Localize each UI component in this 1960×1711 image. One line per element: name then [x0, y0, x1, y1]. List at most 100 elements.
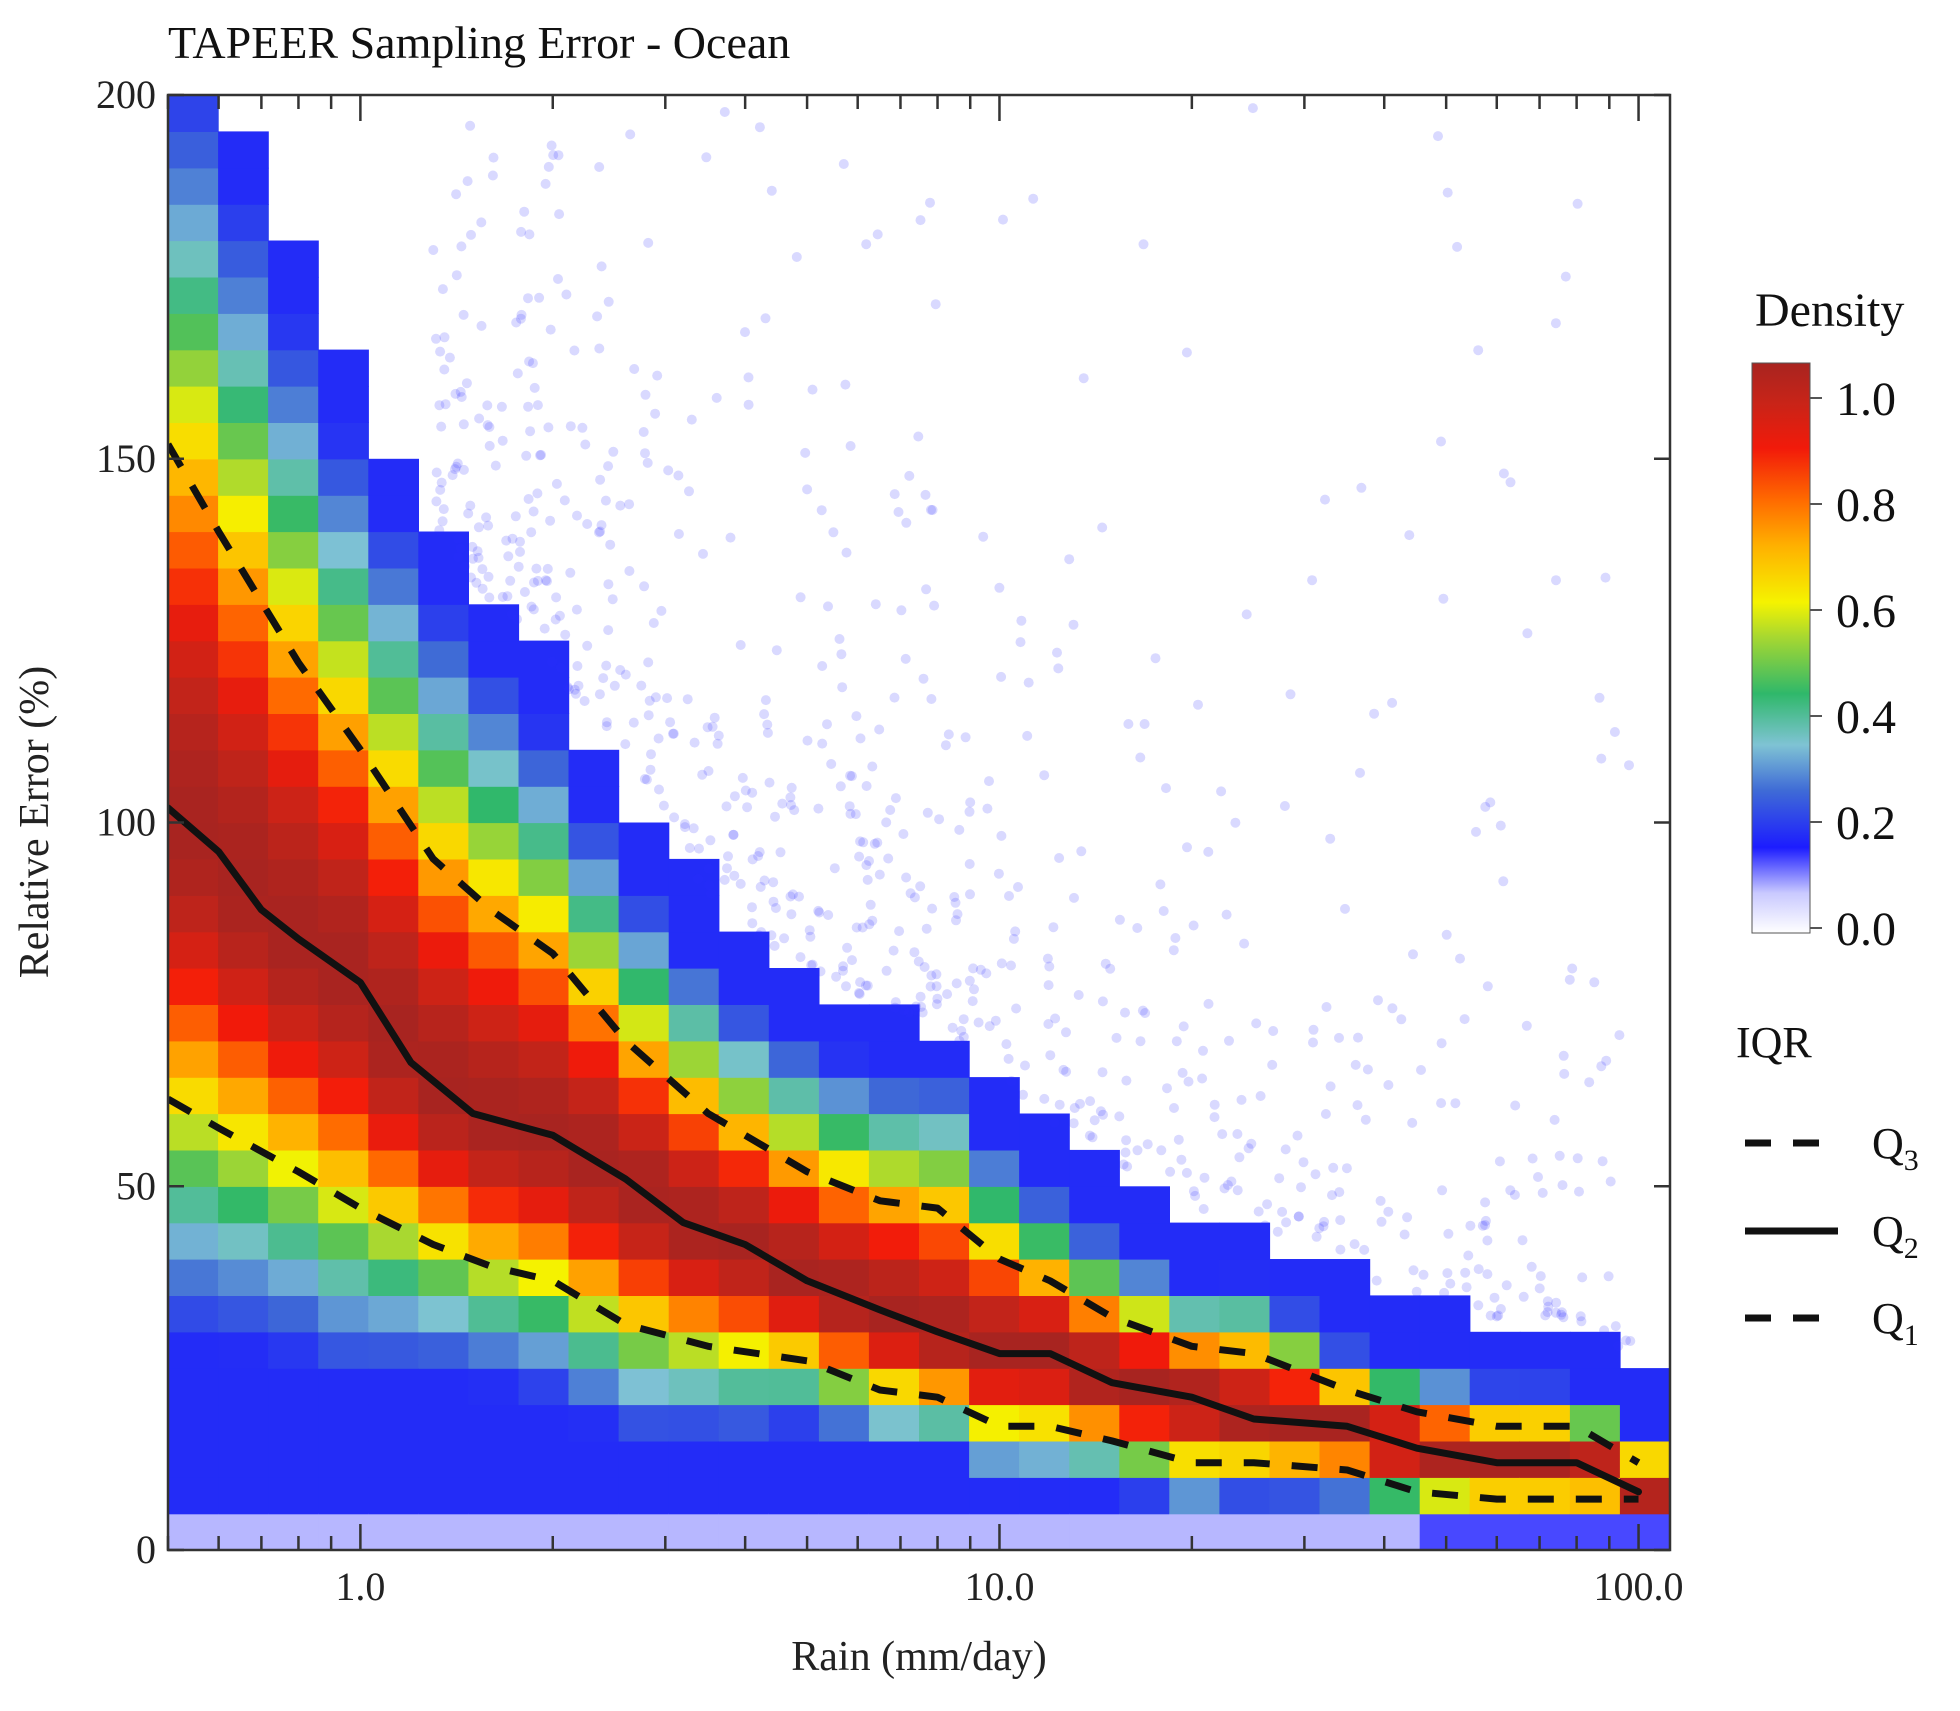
scatter-point [532, 575, 543, 586]
heatmap-cell [368, 1404, 419, 1442]
scatter-point [1335, 1244, 1346, 1255]
scatter-point [747, 918, 758, 929]
scatter-point [458, 419, 469, 430]
scatter-point [931, 969, 942, 980]
scatter-point [546, 140, 557, 151]
scatter-point [858, 837, 869, 848]
scatter-point [990, 1015, 1001, 1026]
heatmap-cell [818, 1149, 870, 1187]
scatter-point [653, 733, 664, 744]
heatmap-cell [318, 1440, 369, 1478]
heatmap-cell [768, 1186, 820, 1224]
heatmap-cell [318, 604, 369, 642]
heatmap-cell [768, 1295, 820, 1333]
scatter-point [1217, 1129, 1228, 1140]
scatter-point [542, 563, 553, 574]
heatmap-cell [218, 1295, 269, 1333]
scatter-point [723, 851, 733, 862]
scatter-point [706, 888, 717, 899]
scatter-point [1123, 719, 1134, 729]
heatmap-cell [168, 276, 219, 314]
scatter-point [1241, 609, 1252, 620]
scatter-point [1293, 1211, 1304, 1222]
heatmap-cell [969, 1368, 1020, 1406]
scatter-point [559, 495, 570, 506]
scatter-point [1095, 1106, 1106, 1117]
scatter-point [1177, 1067, 1188, 1078]
scatter-point [450, 464, 460, 475]
scatter-point [968, 963, 979, 974]
scatter-point [711, 392, 722, 403]
heatmap-cell [468, 1149, 520, 1187]
scatter-point [903, 1007, 914, 1018]
scatter-point [973, 1017, 984, 1028]
scatter-point [1455, 953, 1465, 964]
scatter-point [901, 872, 912, 883]
scatter-point [596, 261, 607, 272]
heatmap-cell [268, 458, 319, 496]
heatmap-cell [318, 895, 369, 933]
heatmap-cell [318, 749, 369, 787]
heatmap-cell [468, 604, 520, 642]
scatter-point [756, 927, 767, 938]
scatter-point [1183, 1076, 1194, 1087]
scatter-point [1097, 1067, 1108, 1078]
heatmap-cell [518, 1404, 570, 1442]
heatmap-cell [218, 240, 269, 278]
heatmap-cell [518, 1222, 570, 1260]
scatter-point [684, 486, 694, 497]
scatter-point [1416, 1065, 1426, 1075]
scatter-point [1610, 1321, 1621, 1332]
scatter-point [620, 739, 631, 750]
heatmap-cell [568, 1477, 620, 1515]
scatter-point [993, 868, 1004, 879]
scatter-point [564, 684, 574, 695]
scatter-point [951, 978, 962, 989]
heatmap-cell [368, 1295, 419, 1333]
heatmap-cell [718, 968, 770, 1005]
scatter-point [1614, 1030, 1625, 1041]
heatmap-cell [718, 931, 770, 969]
scatter-point [847, 955, 857, 966]
scatter-point [768, 896, 779, 907]
heatmap-cell [368, 1149, 419, 1187]
heatmap-cell [368, 604, 419, 642]
scatter-point [861, 860, 872, 871]
heatmap-cell [618, 968, 670, 1005]
scatter-point [434, 400, 445, 411]
scatter-point [548, 150, 559, 161]
scatter-point [762, 719, 773, 730]
heatmap-cell [218, 313, 269, 351]
heatmap-cell [468, 1404, 520, 1442]
heatmap-cell [468, 1004, 520, 1042]
scatter-point [940, 740, 951, 751]
heatmap-cell [518, 858, 570, 896]
heatmap-cell [518, 713, 570, 751]
heatmap-cell [268, 968, 319, 1005]
heatmap-cell [568, 1040, 620, 1078]
scatter-point [787, 889, 798, 900]
scatter-point [540, 575, 551, 586]
scatter-point [1572, 198, 1583, 209]
colorbar [1751, 362, 1811, 934]
scatter-point [1537, 1187, 1548, 1198]
scatter-point [969, 984, 979, 995]
scatter-point [543, 161, 554, 172]
scatter-point [905, 888, 916, 899]
heatmap-cell [919, 1040, 970, 1078]
heatmap-cell [1519, 1368, 1571, 1406]
heatmap-cell [218, 131, 269, 169]
scatter-point [1359, 1244, 1370, 1255]
scatter-point [439, 332, 450, 343]
scatter-point [1334, 1187, 1345, 1198]
scatter-point [431, 467, 442, 478]
heatmap-cell [618, 895, 670, 933]
scatter-point [436, 477, 447, 488]
heatmap-cell [768, 1040, 820, 1078]
scatter-point [942, 989, 953, 1000]
scatter-point [1018, 1089, 1028, 1100]
scatter-point [1274, 1173, 1285, 1184]
heatmap-cell [969, 1113, 1020, 1151]
scatter-point [768, 877, 779, 888]
heatmap-cell [168, 349, 219, 387]
